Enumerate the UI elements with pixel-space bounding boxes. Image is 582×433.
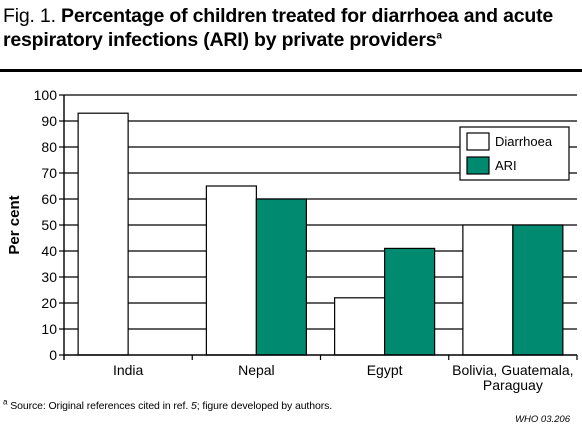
legend-label: ARI bbox=[495, 158, 517, 173]
y-tick-label: 100 bbox=[34, 87, 58, 103]
y-tick-label: 40 bbox=[41, 243, 57, 259]
bar bbox=[255, 198, 307, 356]
chart-title-text: Percentage of children treated for diarr… bbox=[3, 5, 554, 51]
title-divider bbox=[0, 69, 582, 72]
source-footnote: a Source: Original references cited in r… bbox=[3, 397, 333, 412]
legend-swatch bbox=[466, 132, 490, 151]
x-tick-label: Nepal bbox=[238, 362, 275, 378]
bar bbox=[77, 112, 129, 356]
title-footnote-marker: a bbox=[436, 30, 442, 42]
bar bbox=[384, 247, 436, 356]
chart-title: Fig. 1. Percentage of children treated f… bbox=[3, 4, 579, 52]
y-tick-label: 90 bbox=[41, 113, 57, 129]
publisher-credit: WHO 03.206 bbox=[515, 414, 570, 425]
footnote-ref: 5 bbox=[191, 400, 197, 412]
y-tick-label: 30 bbox=[41, 269, 57, 285]
bar-chart: 0 10 20 30 40 50 60 70 80 90 100 India Nepal Egypt Bol… bbox=[6, 87, 578, 393]
x-tick-label: India bbox=[113, 362, 144, 378]
bar bbox=[512, 224, 564, 356]
y-tick-label: 20 bbox=[41, 295, 57, 311]
footnote-marker: a bbox=[3, 397, 8, 407]
y-axis-title: Per cent bbox=[6, 195, 23, 254]
y-tick-label: 0 bbox=[49, 347, 57, 363]
x-tick-label: Egypt bbox=[367, 362, 403, 378]
y-tick-label: 70 bbox=[41, 165, 57, 181]
y-tick-label: 80 bbox=[41, 139, 57, 155]
legend-swatch bbox=[466, 156, 490, 175]
x-tick-label: Bolivia, Guatemala, Paraguay bbox=[452, 362, 573, 393]
y-tick-label: 60 bbox=[41, 191, 57, 207]
footnote-text-before: Source: Original references cited in ref… bbox=[10, 400, 189, 412]
figure-number: Fig. 1. bbox=[3, 5, 56, 27]
y-tick-label: 50 bbox=[41, 217, 57, 233]
footnote-text-after: ; figure developed by authors. bbox=[196, 400, 333, 412]
y-tick-label: 10 bbox=[41, 321, 57, 337]
bar bbox=[205, 185, 257, 356]
bar bbox=[462, 224, 514, 356]
legend-label: Diarrhoea bbox=[495, 134, 553, 149]
bar bbox=[334, 297, 386, 356]
